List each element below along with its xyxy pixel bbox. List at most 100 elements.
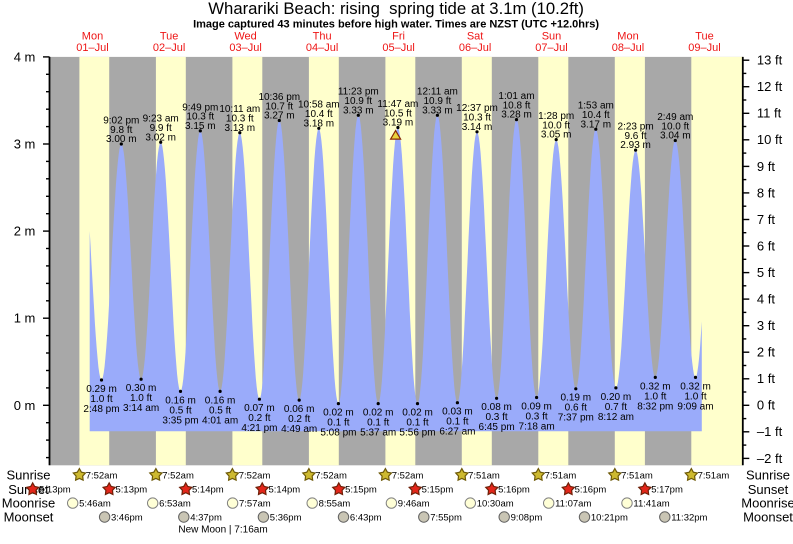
svg-text:Sat: Sat (467, 30, 484, 42)
svg-text:3.14 m: 3.14 m (462, 122, 493, 133)
svg-text:9.8 ft: 9.8 ft (110, 125, 132, 136)
svg-text:9:49 pm: 9:49 pm (182, 102, 218, 113)
svg-text:5:13pm: 5:13pm (116, 485, 148, 496)
svg-text:1:53 am: 1:53 am (578, 101, 614, 112)
svg-text:2:48 pm: 2:48 pm (83, 404, 119, 415)
svg-text:10.9 ft: 10.9 ft (344, 96, 372, 107)
svg-text:10:21pm: 10:21pm (591, 512, 628, 523)
svg-text:0.1 ft: 0.1 ft (446, 417, 468, 428)
svg-text:1:01 am: 1:01 am (498, 91, 534, 102)
svg-text:8:12 am: 8:12 am (598, 412, 634, 423)
svg-text:0.30 m: 0.30 m (126, 383, 157, 394)
svg-text:0.1 ft: 0.1 ft (327, 418, 349, 429)
svg-text:0.06 m: 0.06 m (284, 404, 315, 415)
svg-text:3.15 m: 3.15 m (185, 121, 216, 132)
svg-text:3:14 am: 3:14 am (123, 403, 159, 414)
svg-text:9:23 am: 9:23 am (143, 114, 179, 125)
svg-text:Wed: Wed (234, 30, 256, 42)
svg-text:0.32 m: 0.32 m (640, 381, 671, 392)
svg-text:8:55am: 8:55am (319, 499, 351, 510)
svg-text:11:23 pm: 11:23 pm (338, 87, 379, 98)
svg-text:Moonset: Moonset (743, 510, 793, 525)
svg-text:7:52am: 7:52am (315, 470, 347, 481)
svg-text:1.0 ft: 1.0 ft (644, 391, 666, 402)
svg-text:3.28 m: 3.28 m (501, 110, 532, 121)
svg-text:5:15pm: 5:15pm (345, 485, 377, 496)
svg-text:3.33 m: 3.33 m (422, 105, 453, 116)
svg-text:7:52am: 7:52am (239, 470, 271, 481)
svg-text:1 m: 1 m (14, 311, 36, 326)
svg-text:–1 ft: –1 ft (757, 424, 783, 439)
svg-text:5:17pm: 5:17pm (651, 485, 683, 496)
svg-text:7:52am: 7:52am (86, 470, 118, 481)
svg-text:Moonrise: Moonrise (741, 496, 793, 511)
svg-text:Fri: Fri (392, 30, 405, 42)
svg-text:11:07am: 11:07am (555, 499, 591, 510)
svg-text:0.29 m: 0.29 m (86, 384, 117, 395)
svg-text:2:49 am: 2:49 am (657, 112, 693, 123)
svg-text:5:16pm: 5:16pm (575, 485, 607, 496)
svg-text:–2 ft: –2 ft (757, 451, 783, 466)
svg-text:Wharariki Beach: rising sprin: Wharariki Beach: rising spring tide at 3… (208, 0, 584, 18)
svg-text:Mon: Mon (617, 30, 638, 42)
svg-text:7:51am: 7:51am (545, 470, 577, 481)
svg-text:0.3 ft: 0.3 ft (485, 412, 507, 423)
svg-text:6:53am: 6:53am (159, 499, 191, 510)
svg-text:5:16pm: 5:16pm (498, 485, 530, 496)
svg-text:6:45 pm: 6:45 pm (479, 422, 515, 433)
svg-text:10.4 ft: 10.4 ft (582, 110, 610, 121)
svg-text:Thu: Thu (313, 30, 332, 42)
svg-text:7:52am: 7:52am (162, 470, 194, 481)
svg-text:6 ft: 6 ft (757, 238, 775, 253)
svg-text:9:09 am: 9:09 am (677, 401, 713, 412)
svg-text:4 m: 4 m (14, 49, 36, 64)
svg-text:2.93 m: 2.93 m (620, 140, 651, 151)
svg-text:10.3 ft: 10.3 ft (226, 114, 254, 125)
svg-text:7:37 pm: 7:37 pm (558, 413, 594, 424)
svg-text:11:32pm: 11:32pm (671, 512, 707, 523)
svg-text:9.6 ft: 9.6 ft (624, 131, 646, 142)
svg-text:4:37pm: 4:37pm (190, 512, 222, 523)
svg-text:13 ft: 13 ft (757, 53, 783, 68)
svg-text:5 ft: 5 ft (757, 265, 775, 280)
svg-text:04–Jul: 04–Jul (306, 42, 338, 54)
svg-text:1 ft: 1 ft (757, 371, 775, 386)
svg-text:3.02 m: 3.02 m (145, 132, 176, 143)
svg-text:1.0 ft: 1.0 ft (130, 393, 152, 404)
svg-text:0.02 m: 0.02 m (402, 408, 433, 419)
svg-text:10 ft: 10 ft (757, 132, 783, 147)
svg-text:0.03 m: 0.03 m (442, 407, 473, 418)
svg-text:03–Jul: 03–Jul (229, 42, 261, 54)
svg-text:5:13pm: 5:13pm (39, 485, 71, 496)
svg-text:10.3 ft: 10.3 ft (463, 113, 491, 124)
svg-text:4:01 am: 4:01 am (202, 415, 238, 426)
svg-text:0.3 ft: 0.3 ft (525, 411, 547, 422)
svg-text:0.16 m: 0.16 m (165, 395, 196, 406)
svg-text:0.08 m: 0.08 m (481, 402, 512, 413)
svg-text:10.9 ft: 10.9 ft (423, 96, 451, 107)
svg-text:6:43pm: 6:43pm (350, 512, 382, 523)
svg-text:3:46pm: 3:46pm (111, 512, 143, 523)
svg-text:0.07 m: 0.07 m (244, 403, 275, 414)
svg-text:7 ft: 7 ft (757, 212, 775, 227)
svg-text:0.6 ft: 0.6 ft (565, 403, 587, 414)
svg-text:07–Jul: 07–Jul (535, 42, 567, 54)
svg-text:0.2 ft: 0.2 ft (248, 413, 270, 424)
svg-text:New Moon | 7:16am: New Moon | 7:16am (178, 524, 267, 535)
svg-text:11:47 am: 11:47 am (377, 99, 418, 110)
svg-text:10:36 pm: 10:36 pm (258, 92, 300, 103)
svg-text:3.27 m: 3.27 m (264, 111, 295, 122)
svg-text:6:27 am: 6:27 am (439, 427, 475, 438)
svg-text:10.7 ft: 10.7 ft (265, 101, 293, 112)
svg-text:05–Jul: 05–Jul (382, 42, 414, 54)
svg-text:0.1 ft: 0.1 ft (406, 418, 428, 429)
svg-text:5:15pm: 5:15pm (422, 485, 454, 496)
svg-text:02–Jul: 02–Jul (153, 42, 185, 54)
svg-text:10:30am: 10:30am (477, 499, 514, 510)
svg-text:3 ft: 3 ft (757, 318, 775, 333)
svg-text:9:46am: 9:46am (398, 499, 430, 510)
svg-text:8:32 pm: 8:32 pm (637, 401, 673, 412)
svg-text:Image captured 43 minutes befo: Image captured 43 minutes before high wa… (193, 18, 599, 30)
svg-text:5:14pm: 5:14pm (192, 485, 224, 496)
svg-text:5:14pm: 5:14pm (269, 485, 301, 496)
